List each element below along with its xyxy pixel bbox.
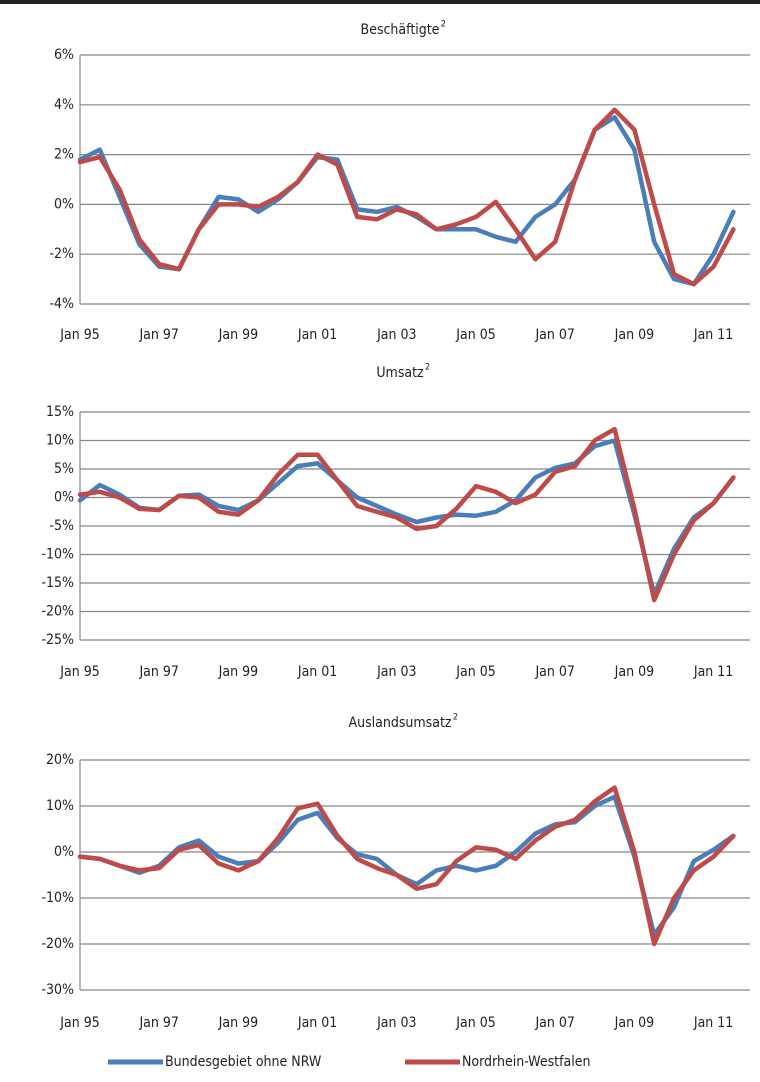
x-tick-label: Jan 11	[693, 327, 733, 343]
y-tick-label: -20%	[41, 936, 74, 952]
y-tick-label: -25%	[41, 632, 74, 648]
title-note: 2	[453, 713, 458, 723]
y-tick-label: 15%	[46, 404, 74, 420]
title-note: 2	[425, 363, 430, 373]
x-tick-label: Jan 95	[59, 1015, 99, 1031]
y-tick-label: -2%	[49, 246, 74, 262]
series-line	[77, 426, 736, 603]
y-tick-label: -5%	[49, 518, 74, 534]
x-tick-label: Jan 97	[138, 664, 178, 680]
chart-title: Beschäftigte	[361, 22, 440, 38]
y-tick-label: -15%	[41, 575, 74, 591]
x-tick-label: Jan 97	[138, 1015, 178, 1031]
title-note: 2	[441, 20, 446, 30]
y-tick-label: 20%	[46, 752, 74, 768]
x-tick-label: Jan 99	[218, 327, 258, 343]
x-tick-label: Jan 07	[534, 327, 574, 343]
y-tick-label: -4%	[49, 296, 74, 312]
x-tick-label: Jan 09	[614, 327, 654, 343]
x-tick-label: Jan 05	[455, 1015, 495, 1031]
x-tick-label: Jan 07	[534, 1015, 574, 1031]
y-tick-label: -10%	[41, 890, 74, 906]
x-tick-label: Jan 07	[534, 664, 574, 680]
x-tick-label: Jan 95	[59, 664, 99, 680]
y-tick-label: 10%	[46, 798, 74, 814]
y-tick-label: -30%	[41, 982, 74, 998]
series-line	[77, 107, 736, 287]
x-tick-label: Jan 01	[297, 327, 337, 343]
y-tick-label: 4%	[54, 97, 74, 113]
x-tick-label: Jan 09	[614, 664, 654, 680]
x-tick-label: Jan 09	[614, 1015, 654, 1031]
y-tick-label: 2%	[54, 147, 74, 163]
legend-label: Bundesgebiet ohne NRW	[165, 1054, 322, 1070]
x-tick-label: Jan 03	[376, 664, 416, 680]
y-tick-label: 5%	[54, 461, 74, 477]
x-tick-label: Jan 11	[693, 664, 733, 680]
top-border	[0, 0, 760, 4]
x-tick-label: Jan 05	[455, 327, 495, 343]
x-tick-label: Jan 05	[455, 664, 495, 680]
y-tick-label: 6%	[54, 47, 74, 63]
x-tick-label: Jan 97	[138, 327, 178, 343]
series-line	[77, 115, 736, 287]
legend-label: Nordrhein-Westfalen	[462, 1054, 590, 1070]
chart-title: Umsatz	[376, 365, 424, 381]
y-tick-label: 0%	[54, 844, 74, 860]
series-line	[77, 785, 736, 947]
chart-title: Auslandsumsatz	[348, 715, 451, 731]
x-tick-label: Jan 99	[218, 664, 258, 680]
y-tick-label: 0%	[54, 490, 74, 506]
x-tick-label: Jan 95	[59, 327, 99, 343]
y-tick-label: 0%	[54, 196, 74, 212]
x-tick-label: Jan 01	[297, 664, 337, 680]
x-tick-label: Jan 03	[376, 327, 416, 343]
x-tick-label: Jan 11	[693, 1015, 733, 1031]
y-tick-label: -20%	[41, 604, 74, 620]
x-tick-label: Jan 99	[218, 1015, 258, 1031]
x-tick-label: Jan 03	[376, 1015, 416, 1031]
x-tick-label: Jan 01	[297, 1015, 337, 1031]
y-tick-label: 10%	[46, 433, 74, 449]
y-tick-label: -10%	[41, 547, 74, 563]
